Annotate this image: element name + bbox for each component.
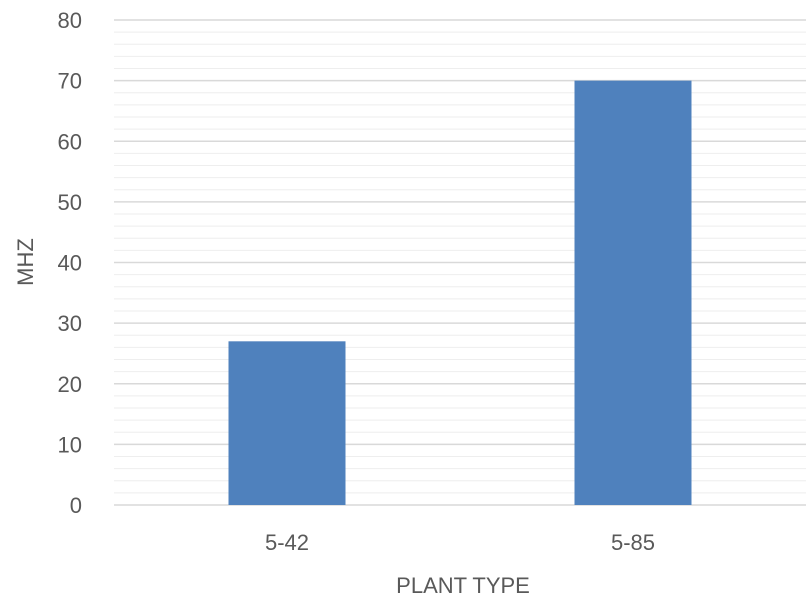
y-axis-tick-labels: 0 10 20 30 40 50 60 70 80 <box>58 8 82 518</box>
y-tick-label: 10 <box>58 432 82 457</box>
y-axis-title: MHZ <box>13 238 38 286</box>
bars <box>228 80 692 505</box>
x-tick-label: 5-85 <box>611 530 655 555</box>
bar-5-85 <box>574 80 692 505</box>
y-tick-label: 40 <box>58 251 82 276</box>
y-tick-label: 70 <box>58 69 82 94</box>
y-tick-label: 20 <box>58 372 82 397</box>
y-tick-label: 30 <box>58 311 82 336</box>
y-tick-label: 80 <box>58 8 82 33</box>
x-tick-label: 5-42 <box>265 530 309 555</box>
y-tick-label: 0 <box>70 493 82 518</box>
x-axis-title: PLANT TYPE <box>396 573 530 598</box>
gridlines <box>114 19 806 506</box>
bar-5-42 <box>228 341 346 505</box>
x-axis-tick-labels: 5-42 5-85 <box>265 530 655 555</box>
y-tick-label: 60 <box>58 129 82 154</box>
y-tick-label: 50 <box>58 190 82 215</box>
